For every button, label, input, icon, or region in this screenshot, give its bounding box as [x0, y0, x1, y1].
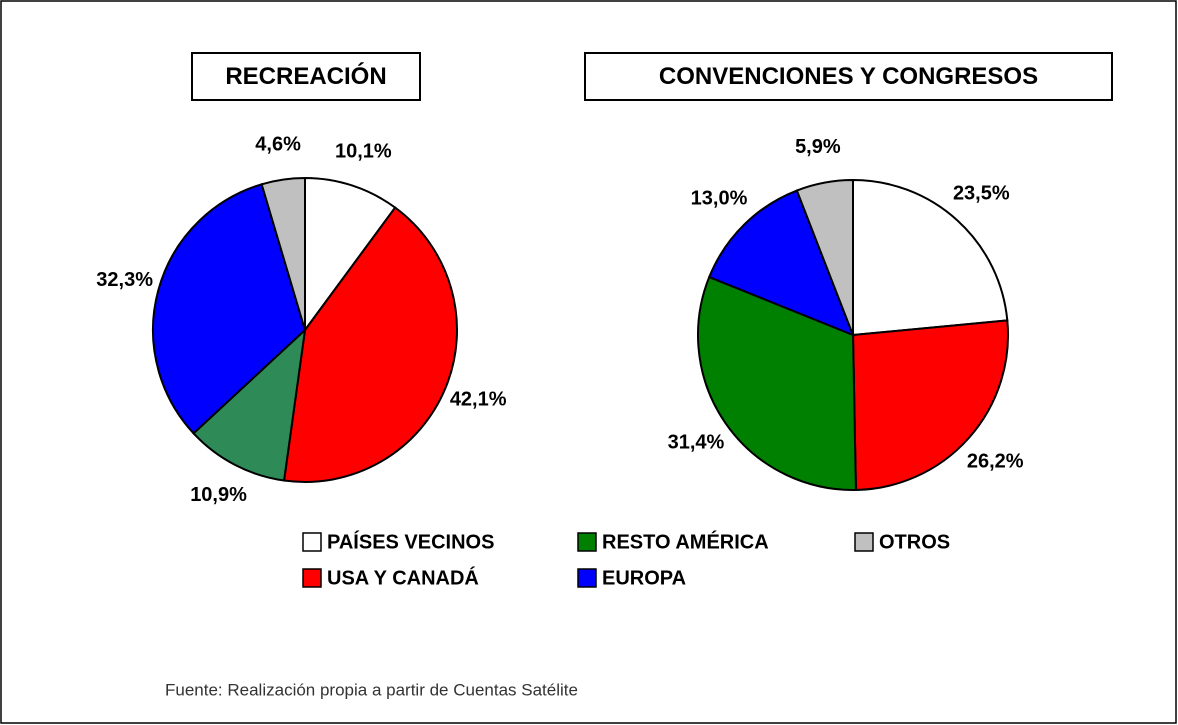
data-label: 4,6% [255, 133, 301, 155]
legend-swatch [577, 568, 597, 588]
legend-swatch [577, 532, 597, 552]
title-box [191, 52, 421, 101]
data-label: 13,0% [691, 188, 748, 210]
pie-slice [697, 275, 857, 491]
data-label: 42,1% [450, 389, 507, 411]
chart-title: RECREACIÓN [225, 62, 386, 90]
pie-slice [152, 183, 307, 435]
legend-label: USA Y CANADÁ [327, 566, 479, 589]
pie-slice [260, 176, 306, 331]
pie-slice [852, 178, 1009, 337]
data-label: 26,2% [967, 450, 1024, 472]
source-note: Fuente: Realización propia a partir de C… [165, 680, 578, 699]
data-label: 10,1% [335, 141, 392, 163]
pie-slice [851, 319, 1009, 491]
data-label: 32,3% [96, 269, 153, 291]
pie-slice [707, 189, 855, 337]
legend-label: EUROPA [602, 567, 686, 589]
pie-slice [795, 178, 854, 336]
pie-slice [304, 176, 397, 334]
legend-swatch [854, 532, 874, 552]
legend-swatch [302, 568, 322, 588]
legend-label: RESTO AMÉRICA [602, 530, 769, 553]
pie-slice [282, 206, 458, 483]
pie-slice [192, 327, 307, 482]
data-label: 5,9% [795, 136, 841, 158]
data-label: 31,4% [668, 431, 725, 453]
data-label: 23,5% [953, 182, 1010, 204]
legend-label: PAÍSES VECINOS [327, 530, 494, 553]
chart-title: CONVENCIONES Y CONGRESOS [659, 63, 1038, 90]
legend-swatch [302, 532, 322, 552]
legend-label: OTROS [879, 531, 950, 553]
title-box [584, 52, 1113, 101]
data-label: 10,9% [190, 484, 247, 506]
